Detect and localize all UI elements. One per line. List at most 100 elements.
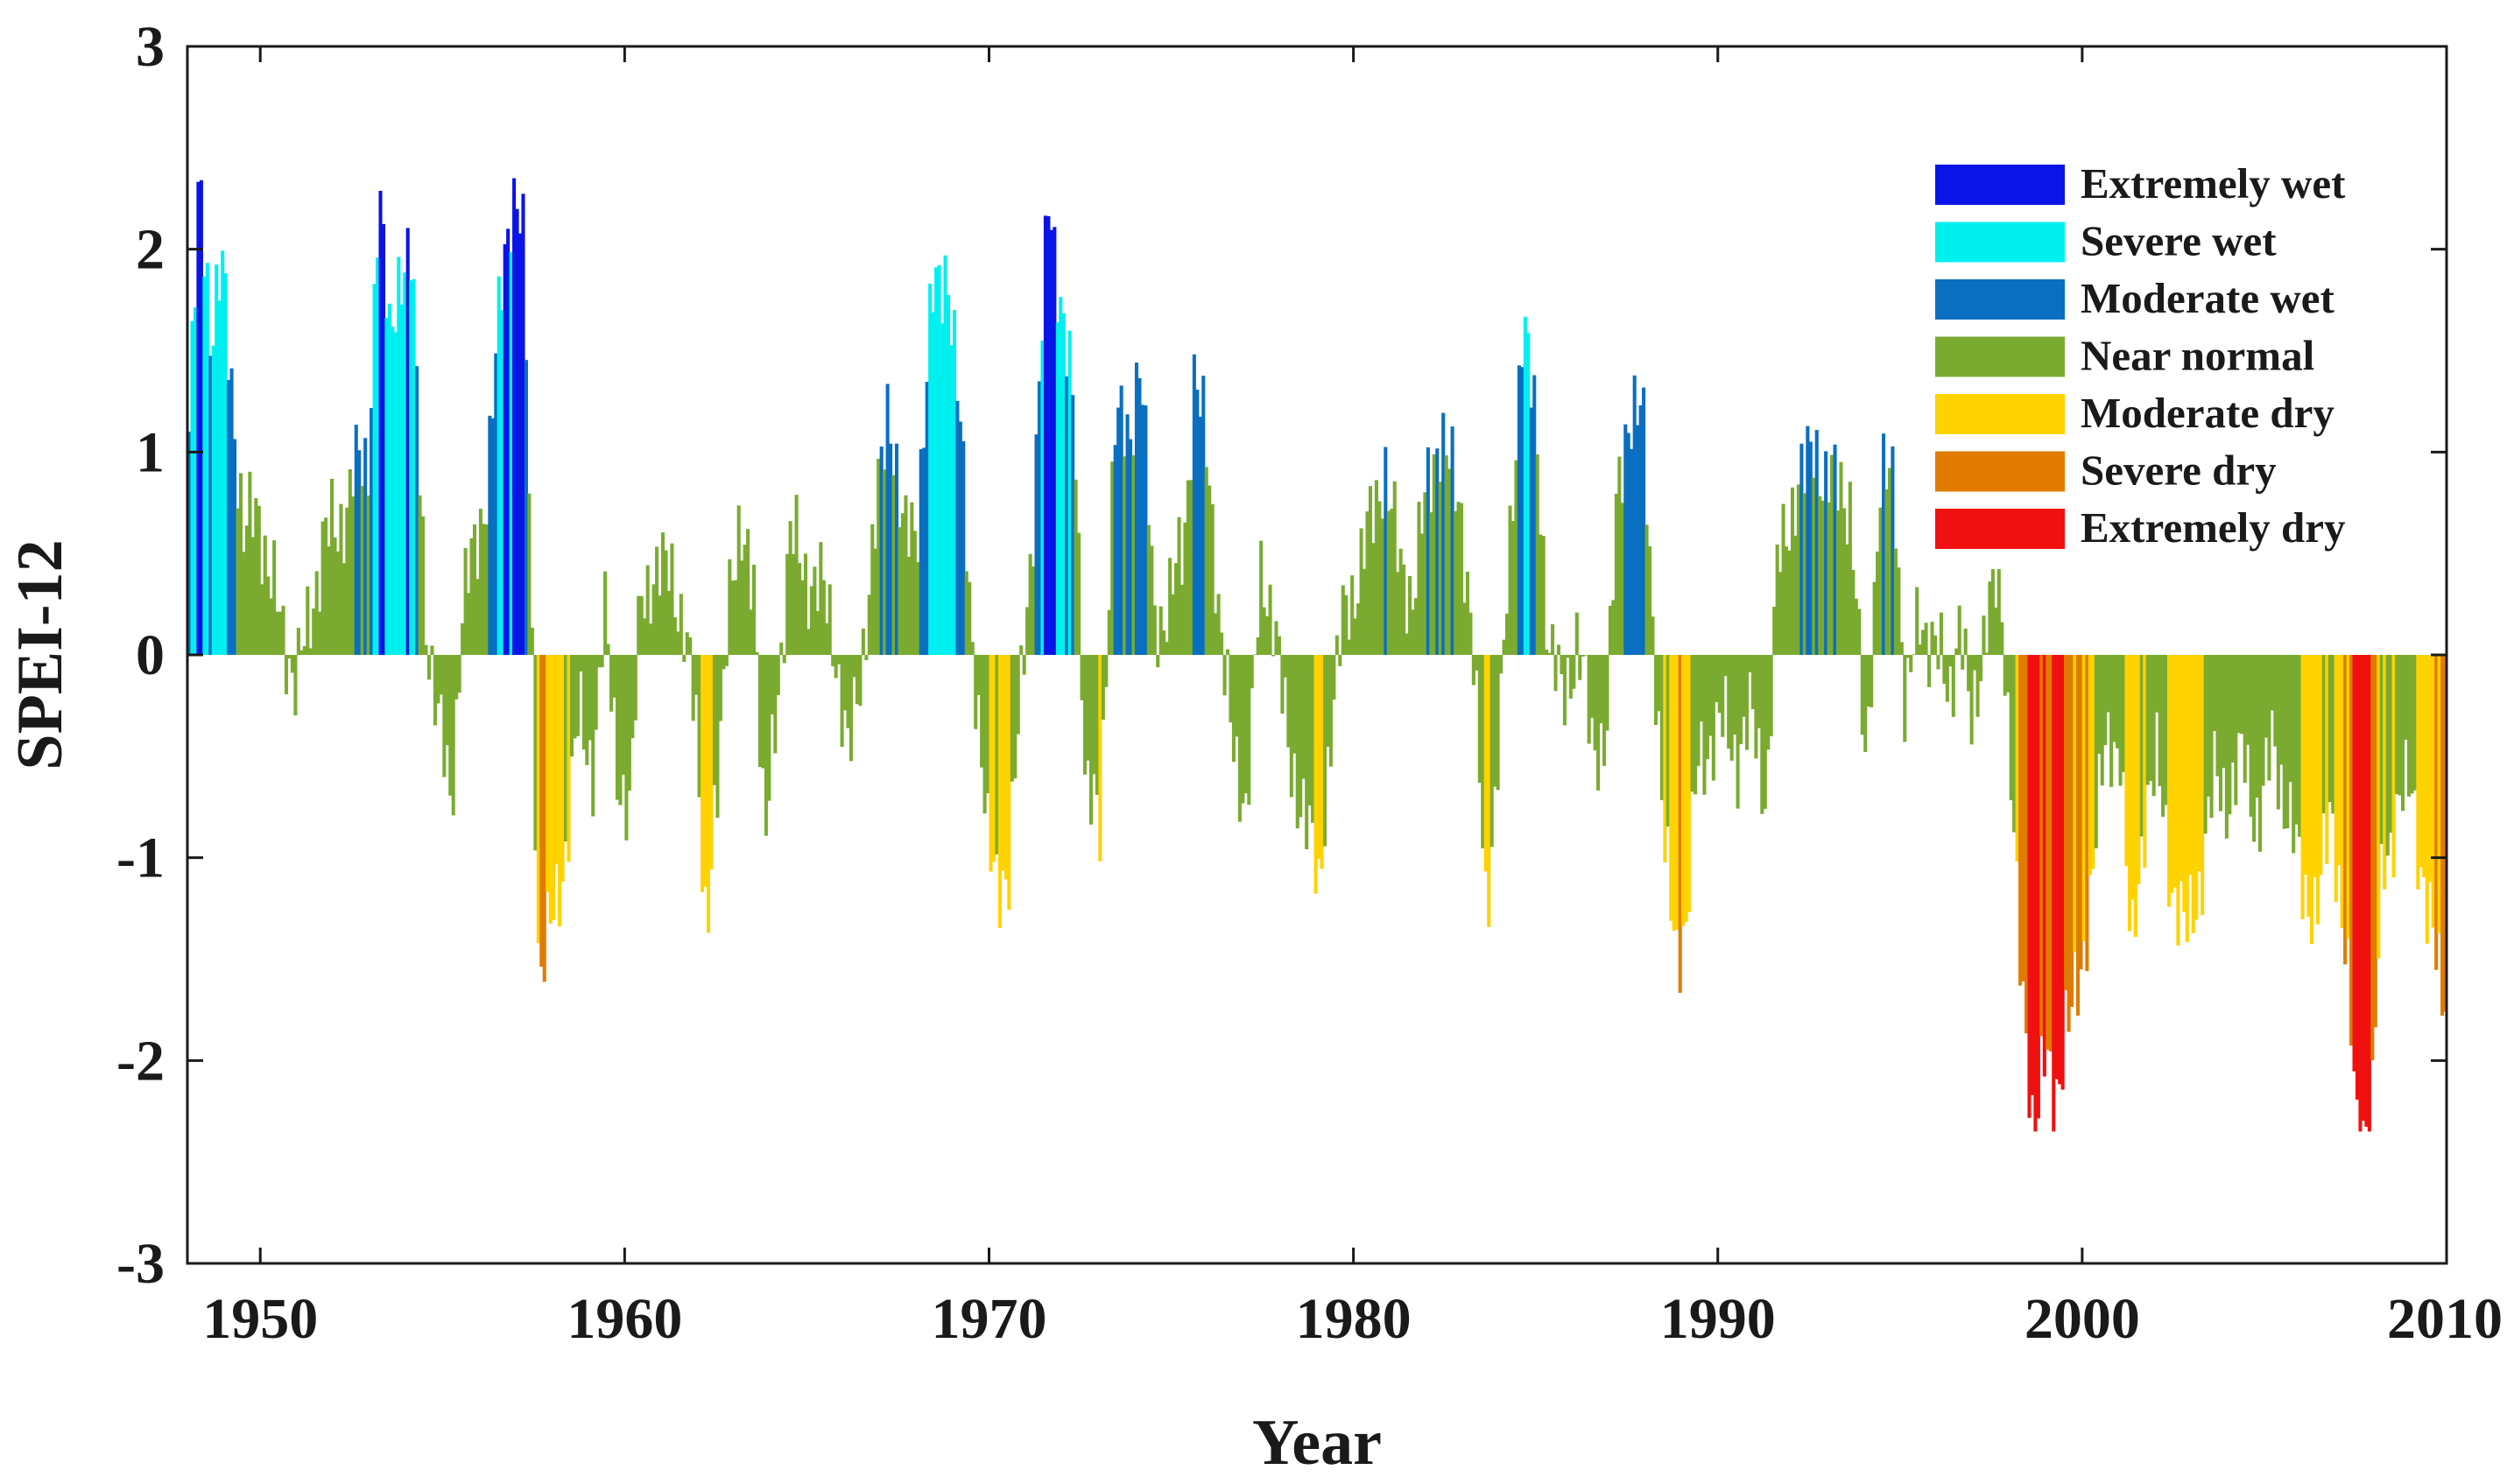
bar <box>952 310 956 655</box>
y-tick-label: 0 <box>136 623 165 687</box>
bar <box>852 655 856 678</box>
bar <box>552 655 556 920</box>
bar <box>469 538 474 655</box>
y-tick-label: -3 <box>116 1232 165 1296</box>
bar <box>1101 655 1105 720</box>
bar <box>2385 655 2390 856</box>
bar <box>484 524 489 655</box>
bar <box>995 655 999 855</box>
bar <box>703 655 708 887</box>
x-tick-label: 1970 <box>931 1287 1046 1351</box>
bar <box>1996 542 2001 655</box>
bar <box>579 655 583 672</box>
bar <box>666 590 671 655</box>
bar <box>2246 655 2250 745</box>
bar <box>603 571 608 655</box>
bar <box>1359 528 1363 655</box>
bar <box>1799 443 1804 655</box>
legend-label: Moderate wet <box>2081 274 2334 322</box>
bar <box>594 655 598 730</box>
bar <box>1071 395 1075 655</box>
bar <box>1411 609 1415 655</box>
bar <box>2313 655 2317 877</box>
bar <box>1623 424 1628 655</box>
bar <box>2109 655 2114 787</box>
bar <box>1982 615 1986 655</box>
bar <box>937 264 941 655</box>
bar <box>1225 649 1230 655</box>
bar <box>1192 354 1196 655</box>
bar <box>2419 655 2423 868</box>
bar <box>2315 655 2320 925</box>
bar <box>2188 655 2193 876</box>
bar <box>627 655 631 791</box>
bar <box>2139 655 2144 837</box>
bar <box>1694 655 1698 795</box>
bar <box>260 584 264 655</box>
bar <box>1350 575 1355 655</box>
bar <box>1137 377 1142 655</box>
bar <box>2431 655 2435 928</box>
bar <box>1715 655 1719 703</box>
bar <box>1313 655 1318 894</box>
bar <box>2024 655 2029 1034</box>
bar <box>976 655 981 695</box>
bar <box>190 320 194 655</box>
bar <box>1398 548 1403 655</box>
bar <box>1435 448 1440 655</box>
bar <box>463 548 468 655</box>
bar <box>1502 639 1506 655</box>
bar <box>509 251 513 655</box>
bar <box>2218 655 2222 812</box>
bar <box>1787 550 1792 655</box>
bar <box>1830 454 1834 655</box>
bar <box>1481 655 1485 848</box>
bar <box>1729 655 1734 761</box>
bar <box>1772 606 1777 655</box>
bar <box>2434 655 2439 970</box>
bar <box>1338 655 1342 666</box>
bar <box>196 181 201 656</box>
bar <box>679 594 683 655</box>
bar <box>1487 655 1491 927</box>
bar <box>2067 655 2071 1032</box>
bar <box>1750 655 1755 709</box>
bar <box>2030 655 2034 1095</box>
bar <box>415 366 419 655</box>
bar <box>1975 655 1980 717</box>
bar <box>482 524 486 655</box>
bar <box>639 595 644 655</box>
bar <box>2215 655 2220 777</box>
bar <box>1016 655 1020 735</box>
bar <box>1948 655 1953 667</box>
bar <box>1210 503 1215 655</box>
bar <box>1317 655 1321 860</box>
bar <box>997 655 1002 928</box>
bar <box>457 655 461 693</box>
bar <box>2158 655 2162 787</box>
bar <box>1541 536 1546 655</box>
bar <box>1835 510 1841 655</box>
bar <box>2327 655 2332 803</box>
bar <box>2079 655 2083 970</box>
bar <box>1082 655 1088 775</box>
bar <box>968 581 972 655</box>
bar <box>257 505 261 655</box>
bar <box>813 566 817 655</box>
bar <box>1514 460 1518 655</box>
bar <box>1180 584 1185 655</box>
bar <box>1897 567 1901 655</box>
bar <box>1386 510 1391 655</box>
bar <box>764 655 768 836</box>
bar <box>1769 655 1773 736</box>
bar <box>521 193 525 655</box>
bar <box>885 383 890 655</box>
bar <box>2094 655 2098 848</box>
bar <box>2395 655 2399 795</box>
bar <box>1098 655 1102 862</box>
bar <box>1903 655 1907 742</box>
bar <box>1827 502 1831 655</box>
bar <box>1748 655 1752 672</box>
bar <box>694 655 699 695</box>
bar <box>187 432 192 655</box>
